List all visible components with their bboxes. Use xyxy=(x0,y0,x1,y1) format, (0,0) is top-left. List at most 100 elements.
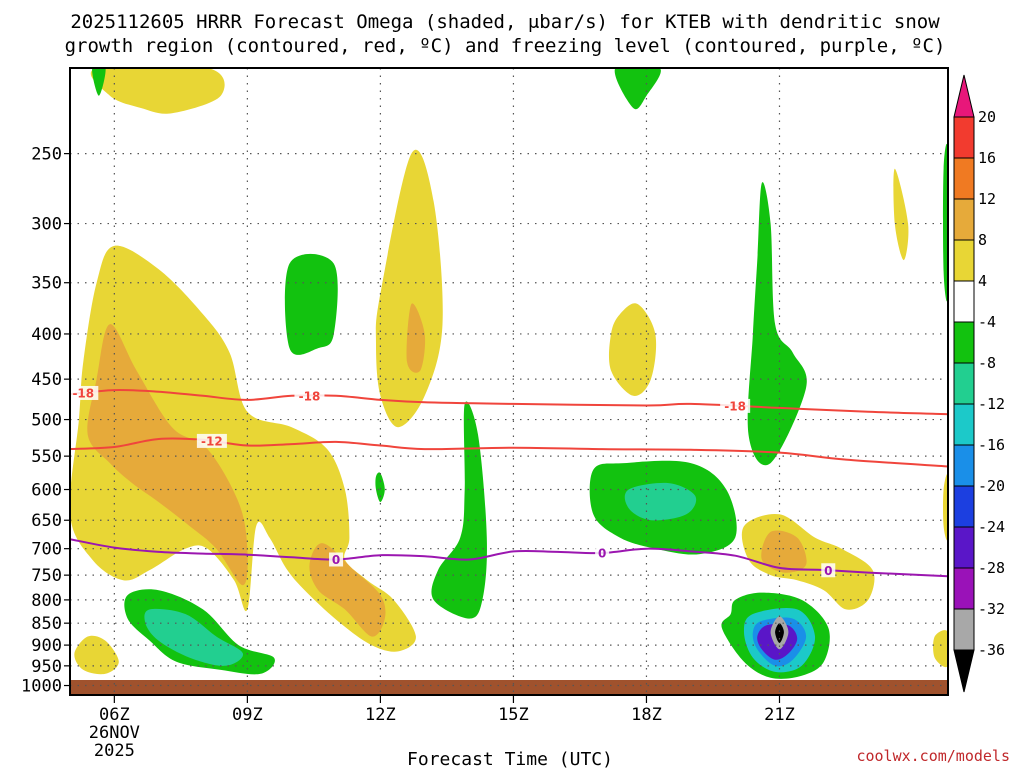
y-tick-label-750: 750 xyxy=(31,566,62,586)
colorbar-swatch-2 xyxy=(953,157,975,200)
y-tick-label-650: 650 xyxy=(31,511,62,531)
y-tick-label-350: 350 xyxy=(31,274,62,294)
omega-region-13 xyxy=(431,401,487,619)
y-tick-label-550: 550 xyxy=(31,447,62,467)
omega-region-26 xyxy=(933,630,948,668)
chart-title-line1: 2025112605 HRRR Forecast Omega (shaded, … xyxy=(70,11,940,33)
freezing-level-contour-line xyxy=(70,538,948,578)
y-tick-label-600: 600 xyxy=(31,481,62,501)
credit-text: coolwx.com/models xyxy=(856,747,1010,765)
x-tick-label-6: 06Z xyxy=(99,705,130,725)
colorbar-swatch-7 xyxy=(953,362,975,405)
colorbar-label-12: -32 xyxy=(978,600,1005,618)
plot-frame xyxy=(69,67,949,696)
omega-region-6 xyxy=(90,68,225,114)
freezing-level-contour-label-0: 0 xyxy=(332,553,340,567)
y-tick-label-800: 800 xyxy=(31,591,62,611)
colorbar-label-11: -28 xyxy=(978,559,1005,577)
x-tick-label-15: 15Z xyxy=(498,705,529,725)
colorbar-swatch-1 xyxy=(953,116,975,159)
omega-region-9 xyxy=(761,530,807,573)
x-tick-label-12: 12Z xyxy=(365,705,396,725)
colorbar-swatch-3 xyxy=(953,198,975,241)
y-tick-label-950: 950 xyxy=(31,657,62,677)
colorbar-label-5: -4 xyxy=(978,313,996,331)
colorbar: 20 16 12 8 4 -4 -8 -12 -16 -20 -24 -28 -32 -36 xyxy=(953,74,1005,693)
colorbar-swatch-9 xyxy=(953,444,975,487)
omega-region-12 xyxy=(284,253,338,355)
colorbar-label-0: 20 xyxy=(978,108,996,126)
colorbar-swatch-10 xyxy=(953,485,975,528)
dgz-contour-0-label-bg-1 xyxy=(294,388,325,403)
plot-area: -18 -18 -18 -12 0 0 0 xyxy=(69,67,949,696)
colorbar-swatch-8 xyxy=(953,403,975,446)
x-tick-label-9: 09Z xyxy=(232,705,263,725)
colorbar-label-3: 8 xyxy=(978,231,987,249)
colorbar-label-6: -8 xyxy=(978,354,996,372)
colorbar-swatch-4 xyxy=(953,239,975,282)
x-tick-label-21: 21Z xyxy=(764,705,795,725)
x-axis-title: Forecast Time (UTC) xyxy=(407,749,613,768)
omega-fields xyxy=(70,68,948,679)
freezing-level-contour-label-2: 0 xyxy=(824,564,832,578)
colorbar-swatch-6 xyxy=(953,321,975,364)
freezing-level-contour-label-1: 0 xyxy=(598,547,606,561)
y-axis: 2503003504004505005506006507007508008509… xyxy=(21,145,70,697)
dgz-contour-1-label-0: -12 xyxy=(201,434,223,448)
colorbar-label-13: -36 xyxy=(978,641,1005,659)
dgz-contour-0-label-2: -18 xyxy=(724,399,746,413)
dgz-contour-1-label-bg-0 xyxy=(196,433,227,448)
omega-region-24 xyxy=(775,623,784,643)
chart-title-line2: growth region (contoured, red, ºC) and f… xyxy=(65,35,946,57)
omega-region-11 xyxy=(614,68,661,110)
x-tick-date: 26NOV xyxy=(89,723,140,743)
omega-region-28 xyxy=(943,144,948,302)
colorbar-label-9: -20 xyxy=(978,477,1005,495)
omega-region-16 xyxy=(747,182,807,466)
dgz-contour-0-line xyxy=(70,389,948,416)
dgz-contour-0-label-bg-2 xyxy=(720,398,751,413)
colorbar-cap-bottom xyxy=(953,649,975,693)
omega-region-18 xyxy=(144,608,244,666)
y-tick-label-400: 400 xyxy=(31,325,62,345)
colorbar-label-4: 4 xyxy=(978,272,987,290)
dgz-contour-0-label-0: -18 xyxy=(72,386,94,400)
dgz-contour-0-label-1: -18 xyxy=(299,389,321,403)
omega-region-4 xyxy=(406,303,426,373)
omega-region-15 xyxy=(624,482,697,521)
colorbar-swatch-11 xyxy=(953,526,975,569)
freezing-level-contour-label-bg-0 xyxy=(329,552,344,567)
y-tick-label-850: 850 xyxy=(31,614,62,634)
dgz-contour-1-line xyxy=(70,437,948,468)
y-tick-label-450: 450 xyxy=(31,370,62,390)
colorbar-cap-top xyxy=(953,74,975,118)
y-tick-label-700: 700 xyxy=(31,540,62,560)
omega-region-25 xyxy=(893,168,909,261)
colorbar-label-7: -12 xyxy=(978,395,1005,413)
colorbar-label-2: 12 xyxy=(978,190,996,208)
y-tick-label-300: 300 xyxy=(31,215,62,235)
x-tick-year: 2025 xyxy=(94,741,135,761)
colorbar-swatch-5 xyxy=(953,280,975,323)
freezing-level-contour-label-bg-2 xyxy=(821,563,836,578)
omega-region-3 xyxy=(375,149,443,428)
x-tick-label-18: 18Z xyxy=(631,705,662,725)
omega-region-2 xyxy=(309,543,386,637)
omega-region-27 xyxy=(943,474,948,541)
freezing-level-contour-label-bg-1 xyxy=(595,546,610,561)
ground-terrain xyxy=(70,680,948,695)
colorbar-label-10: -24 xyxy=(978,518,1005,536)
y-tick-label-250: 250 xyxy=(31,145,62,165)
y-tick-label-900: 900 xyxy=(31,636,62,656)
omega-region-29 xyxy=(375,472,385,503)
colorbar-label-1: 16 xyxy=(978,149,996,167)
colorbar-swatch-13 xyxy=(953,608,975,651)
omega-region-7 xyxy=(608,303,657,396)
omega-region-10 xyxy=(92,68,106,96)
colorbar-label-8: -16 xyxy=(978,436,1005,454)
y-tick-label-1000: 1000 xyxy=(21,677,62,697)
colorbar-swatch-12 xyxy=(953,567,975,610)
y-tick-label-500: 500 xyxy=(31,411,62,431)
